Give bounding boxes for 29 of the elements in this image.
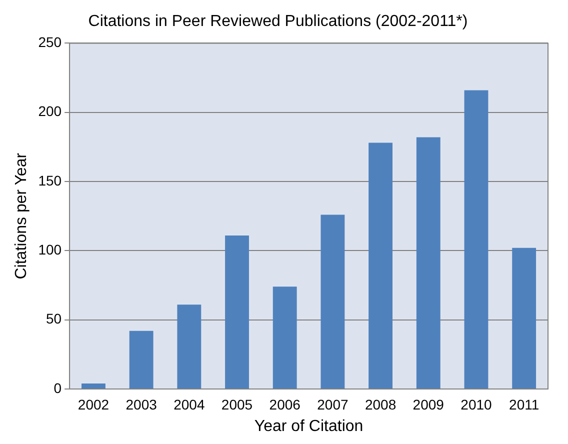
x-tick-label: 2005 (221, 396, 253, 412)
bar (177, 304, 202, 388)
y-tick-label: 100 (38, 242, 62, 258)
bar (272, 286, 297, 388)
bar (82, 383, 106, 388)
x-tick-label: 2011 (509, 396, 540, 412)
y-tick-label: 0 (54, 380, 62, 396)
bar (320, 214, 345, 388)
x-tick-label: 2004 (174, 396, 205, 412)
x-tick-label: 2006 (269, 396, 301, 412)
x-tick-label: 2008 (364, 396, 396, 412)
x-tick-label: 2010 (460, 396, 492, 412)
bar (416, 137, 440, 388)
y-tick-label: 50 (46, 310, 62, 327)
x-tick-label: 2007 (317, 396, 348, 412)
bar (225, 235, 249, 388)
bar (512, 248, 536, 388)
x-axis-title: Year of Citation (254, 418, 364, 435)
y-tick-label: 200 (38, 103, 62, 120)
x-tick-label: 2009 (412, 396, 444, 412)
bar (129, 330, 154, 388)
y-axis-title: Citations per Year (13, 152, 30, 280)
y-tick-label: 150 (38, 172, 62, 188)
bar (464, 90, 488, 388)
bar (368, 142, 393, 388)
chart-title: Citations in Peer Reviewed Publications (2002-2011*) (88, 13, 468, 30)
x-tick-label: 2003 (126, 396, 158, 412)
x-tick-label: 2002 (78, 396, 110, 412)
y-tick-label: 250 (38, 34, 62, 50)
